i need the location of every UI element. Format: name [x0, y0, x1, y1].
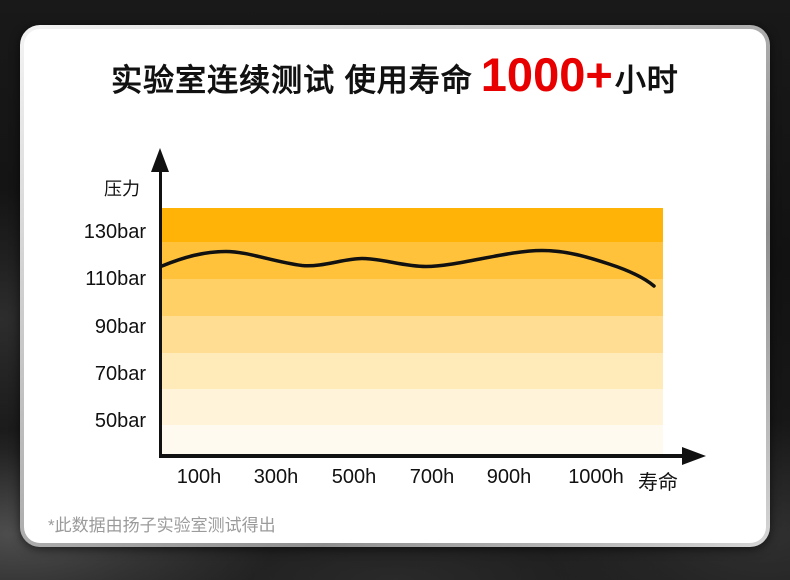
title-suffix: 小时 [614, 63, 679, 98]
x-axis-line [158, 454, 687, 458]
y-tick-label: 50bar [94, 410, 146, 432]
y-tick-label: 70bar [94, 363, 146, 385]
pressure-curve [162, 248, 656, 288]
x-tick-label: 700h [409, 466, 455, 488]
y-tick-label: 110bar [85, 268, 146, 290]
y-tick-label: 130bar [83, 221, 146, 243]
x-tick-label: 1000h [568, 466, 624, 488]
x-tick-label: 500h [331, 466, 377, 488]
x-tick-label: 900h [486, 466, 532, 488]
x-tick-label: 寿命 [638, 472, 678, 494]
gradient-band [162, 425, 663, 455]
gradient-band [162, 242, 663, 279]
page-title: 实验室连续测试 使用寿命 1000+ 小时 [24, 51, 766, 100]
gradient-band [162, 208, 663, 242]
title-prefix: 实验室连续测试 使用寿命 [111, 63, 473, 98]
chart-background-bands [162, 208, 663, 455]
y-axis-line [158, 159, 162, 457]
gradient-band [162, 279, 663, 316]
infographic-card: 实验室连续测试 使用寿命 1000+ 小时 压力 130bar 110bar 90b… [24, 29, 766, 543]
y-tick-label: 90bar [94, 316, 146, 338]
footnote: *此数据由扬子实验室测试得出 [48, 516, 276, 535]
y-axis-title: 压力 [104, 179, 140, 199]
gradient-band [162, 353, 663, 389]
card-rim: 实验室连续测试 使用寿命 1000+ 小时 压力 130bar 110bar 90b… [20, 25, 770, 547]
x-axis-arrow-icon [682, 446, 706, 465]
x-tick-label: 100h [176, 466, 222, 488]
gradient-band [162, 389, 663, 425]
gradient-band [162, 316, 663, 353]
title-highlight: 1000+ [480, 48, 613, 101]
x-tick-label: 300h [253, 466, 299, 488]
y-axis-arrow-icon [151, 148, 169, 172]
